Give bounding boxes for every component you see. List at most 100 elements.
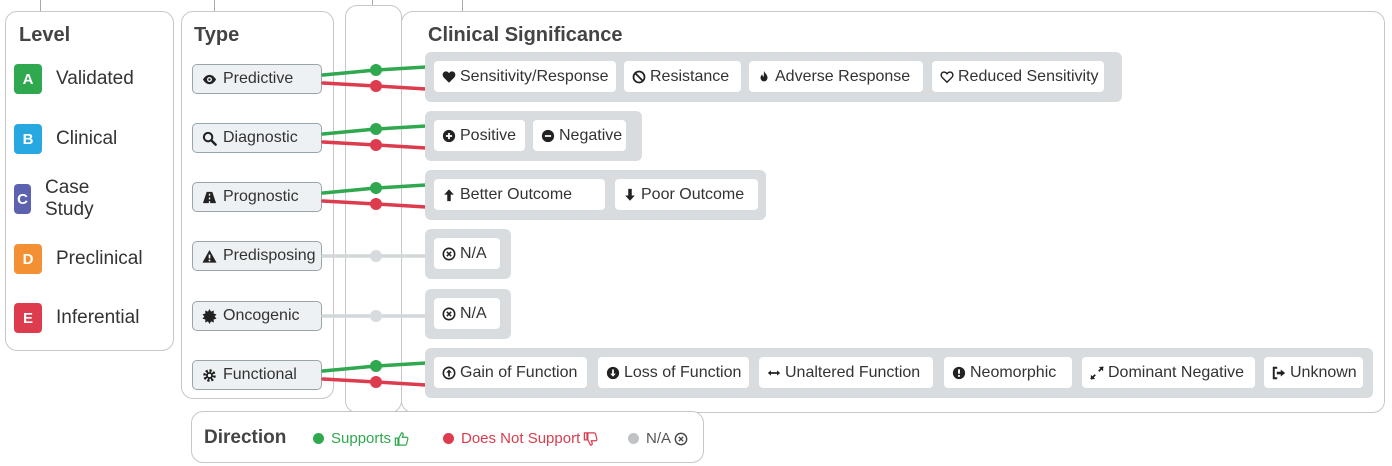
level-badge: E <box>14 303 42 333</box>
level-item-clinical: B Clinical <box>14 123 117 155</box>
significance-chip-unaltered-function[interactable]: Unaltered Function <box>759 357 933 388</box>
thumbs-up-icon <box>394 431 409 446</box>
legend-not-supports: Does Not Support <box>443 430 598 447</box>
level-badge: D <box>14 244 42 274</box>
level-label: Inferential <box>56 307 140 328</box>
heart-solid-icon <box>442 70 456 84</box>
not-supports-dot <box>443 433 454 444</box>
level-badge: B <box>14 124 42 154</box>
type-label: Diagnostic <box>223 129 298 146</box>
chip-label: Adverse Response <box>775 67 911 85</box>
supports-connector-dot <box>370 182 382 194</box>
legend-na: N/A <box>628 430 688 447</box>
significance-chip-sensitivity-response[interactable]: Sensitivity/Response <box>434 61 616 92</box>
type-title: Type <box>194 24 240 46</box>
significance-chip-n-a[interactable]: N/A <box>434 238 500 269</box>
significance-chip-positive[interactable]: Positive <box>434 120 525 151</box>
significance-chip-better-outcome[interactable]: Better Outcome <box>434 179 605 210</box>
times-circle-icon <box>442 247 456 261</box>
level-title: Level <box>19 24 71 46</box>
legend-supports-label: Supports <box>331 430 392 447</box>
minus-circle-icon <box>541 129 555 143</box>
supports-connector-line <box>374 65 428 72</box>
connector-line-type <box>214 0 215 12</box>
supports-dot <box>313 433 324 444</box>
chip-label: Unknown <box>1290 363 1357 381</box>
supports-connector-line <box>321 68 378 77</box>
level-label: Case Study <box>44 177 94 220</box>
significance-group-predictive: Sensitivity/Response Resistance Adverse Re… <box>425 52 1122 102</box>
level-item-validated: A Validated <box>14 63 134 95</box>
significance-chip-resistance[interactable]: Resistance <box>624 61 741 92</box>
significance-chip-loss-of-function[interactable]: Loss of Function <box>598 357 749 388</box>
not-supports-connector-line <box>321 140 378 147</box>
significance-group-predisposing: N/A <box>425 229 511 279</box>
direction-legend: Direction Supports Does Not Support N/A <box>191 411 704 463</box>
starburst-icon <box>201 308 217 324</box>
chip-label: Reduced Sensitivity <box>958 67 1099 85</box>
chip-label: Unaltered Function <box>785 363 921 381</box>
significance-chip-adverse-response[interactable]: Adverse Response <box>749 61 923 92</box>
chip-label: Better Outcome <box>460 185 573 203</box>
chip-label: N/A <box>460 304 487 322</box>
arrow-down-icon <box>623 188 637 202</box>
significance-chip-n-a[interactable]: N/A <box>434 298 500 329</box>
chip-label: Gain of Function <box>460 363 578 381</box>
type-predisposing-button[interactable]: Predisposing <box>192 241 322 271</box>
chip-label: Negative <box>559 126 623 144</box>
type-diagnostic-button[interactable]: Diagnostic <box>192 123 322 153</box>
heart-outline-icon <box>940 70 954 84</box>
supports-connector-line <box>374 124 428 131</box>
legend-supports: Supports <box>313 430 409 447</box>
not-supports-connector-line <box>374 380 428 387</box>
supports-connector-line <box>321 186 378 195</box>
search-icon <box>201 131 217 146</box>
not-supports-connector-line <box>374 143 428 150</box>
not-supports-connector-line <box>374 84 428 91</box>
significance-chip-reduced-sensitivity[interactable]: Reduced Sensitivity <box>932 61 1104 92</box>
significance-chip-unknown[interactable]: Unknown <box>1264 357 1363 388</box>
type-functional-button[interactable]: Functional <box>192 360 322 390</box>
chip-label: Dominant Negative <box>1108 363 1245 381</box>
significance-group-functional: Gain of Function Loss of Function Unaltere… <box>425 348 1373 398</box>
thumbs-down-icon <box>583 431 598 446</box>
significance-title: Clinical Significance <box>428 24 623 46</box>
chip-label: Poor Outcome <box>641 185 745 203</box>
plus-circle-icon <box>442 129 456 143</box>
chip-label: N/A <box>460 244 487 262</box>
type-label: Oncogenic <box>223 307 300 324</box>
significance-group-diagnostic: Positive Negative <box>425 111 642 161</box>
supports-connector-dot <box>370 360 382 372</box>
level-label: Validated <box>56 68 134 89</box>
not-supports-connector-line <box>374 202 428 209</box>
connector-line-significance <box>462 0 463 12</box>
type-label: Predisposing <box>223 247 316 264</box>
level-label: Clinical <box>56 128 118 149</box>
significance-chip-negative[interactable]: Negative <box>533 120 626 151</box>
expand-icon <box>1090 365 1104 380</box>
type-oncogenic-button[interactable]: Oncogenic <box>192 301 322 331</box>
significance-chip-gain-of-function[interactable]: Gain of Function <box>434 357 587 388</box>
significance-group-prognostic: Better Outcome Poor Outcome <box>425 170 766 220</box>
warning-icon <box>201 249 217 264</box>
arrow-up-icon <box>442 188 456 202</box>
exclamation-circle-icon <box>952 366 966 380</box>
ban-icon <box>632 70 646 84</box>
level-item-case-study: C Case Study <box>14 177 105 220</box>
level-item-preclinical: D Preclinical <box>14 243 143 275</box>
type-predictive-button[interactable]: Predictive <box>192 64 322 94</box>
fire-icon <box>757 70 771 84</box>
eye-icon <box>201 72 217 87</box>
gear-icon <box>201 368 217 383</box>
significance-group-oncogenic: N/A <box>425 289 511 339</box>
type-prognostic-button[interactable]: Prognostic <box>192 182 322 212</box>
chip-label: Sensitivity/Response <box>460 67 609 85</box>
not-supports-connector-line <box>321 199 378 206</box>
not-supports-connector-line <box>321 377 378 384</box>
significance-chip-neomorphic[interactable]: Neomorphic <box>944 357 1072 388</box>
significance-chip-dominant-negative[interactable]: Dominant Negative <box>1082 357 1255 388</box>
chip-label: Resistance <box>650 67 730 85</box>
significance-chip-poor-outcome[interactable]: Poor Outcome <box>615 179 758 210</box>
supports-connector-dot <box>370 64 382 76</box>
